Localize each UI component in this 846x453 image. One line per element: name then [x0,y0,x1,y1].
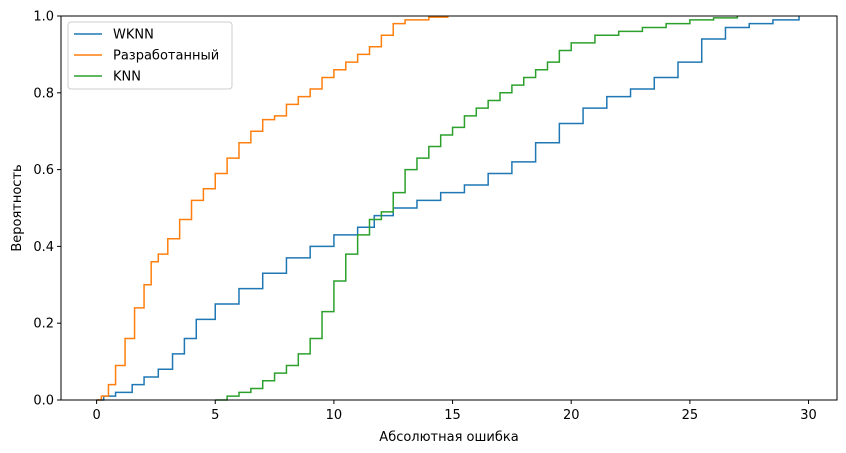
x-tick-label: 20 [563,408,580,423]
y-tick-label: 0.4 [33,240,54,255]
x-tick-label: 30 [800,408,817,423]
legend: WKNN Разработанный KNN [67,21,233,90]
y-tick-label: 1.0 [33,10,54,25]
series-line-2 [215,16,739,401]
x-tick-label: 10 [326,408,343,423]
plot-frame [60,15,838,401]
series-line-1 [96,16,449,401]
x-axis-label: Абсолютная ошибка [379,430,518,445]
x-tick-label: 5 [211,408,219,423]
x-tick-label: 0 [92,408,100,423]
x-tick-label: 15 [444,408,461,423]
x-axis: 0 5 10 15 20 25 30 [92,400,817,423]
legend-label-0: WKNN [113,28,154,43]
legend-box [67,21,233,90]
legend-label-2: KNN [113,70,141,85]
y-tick-label: 0.0 [33,394,54,409]
y-tick-label: 0.2 [33,317,54,332]
y-tick-label: 0.8 [33,86,54,101]
y-tick-label: 0.6 [33,163,54,178]
y-axis-label: Вероятность [10,164,25,251]
series-layer [96,16,800,401]
x-tick-label: 25 [682,408,699,423]
legend-label-1: Разработанный [113,49,219,64]
y-axis: 0.0 0.2 0.4 0.6 0.8 1.0 [33,10,61,409]
